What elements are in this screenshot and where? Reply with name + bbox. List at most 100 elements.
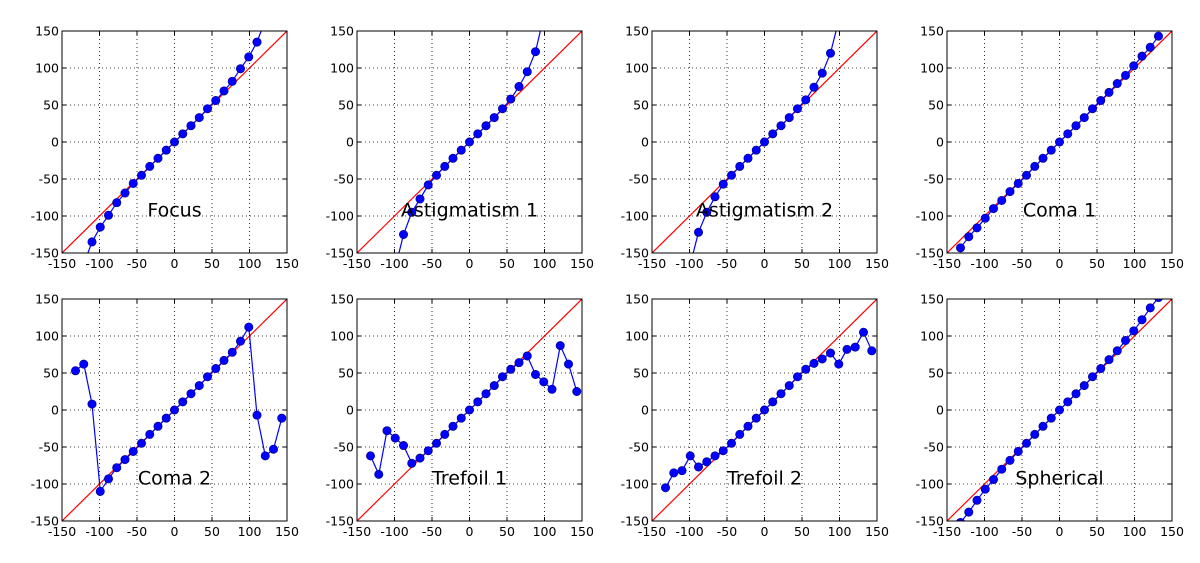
x-tick-label: 50 (794, 256, 810, 271)
data-point (236, 336, 246, 346)
data-point (87, 237, 97, 247)
data-point (1038, 153, 1048, 163)
data-point (112, 198, 122, 208)
x-tick-label: 100 (828, 524, 852, 539)
data-point (702, 457, 712, 467)
y-tick-label: 50 (43, 366, 59, 381)
data-point (1129, 326, 1139, 336)
x-tick-label: 150 (570, 524, 594, 539)
x-tick-label: -50 (717, 256, 737, 271)
data-point (726, 170, 736, 180)
x-tick-label: 50 (204, 524, 220, 539)
y-tick-label: 100 (625, 61, 649, 76)
data-point (277, 413, 287, 423)
data-point (825, 48, 835, 58)
subplot: -150 -100 -50 0 50 100 150 150 100 50 0 -50 -100 -150… (621, 292, 889, 540)
data-point (1088, 104, 1098, 114)
data-point (726, 438, 736, 448)
y-tick-label: 50 (338, 366, 354, 381)
data-point (145, 161, 155, 171)
data-point (415, 194, 425, 204)
data-point (988, 204, 998, 214)
subplot-title: Coma 1 (1023, 199, 1096, 221)
data-point (227, 347, 237, 357)
data-point (153, 421, 163, 431)
y-tick-label: 150 (330, 292, 354, 307)
y-tick-label: 0 (936, 403, 944, 418)
data-point (702, 207, 712, 217)
data-point (768, 397, 778, 407)
data-point (743, 153, 753, 163)
y-tick-label: -50 (334, 172, 354, 187)
data-point (540, 12, 548, 20)
data-point (710, 451, 720, 461)
y-tick-label: -100 (916, 209, 944, 224)
data-point (539, 377, 549, 387)
data-point (980, 484, 990, 494)
y-tick-label: 50 (928, 98, 944, 113)
data-point (751, 145, 761, 155)
data-point (980, 213, 990, 223)
y-tick-label: -150 (326, 514, 354, 529)
data-point (1055, 137, 1065, 147)
data-point (1071, 121, 1081, 131)
data-point (104, 474, 114, 484)
x-tick-label: 100 (238, 256, 262, 271)
y-tick-label: 100 (625, 329, 649, 344)
data-point (1112, 79, 1122, 89)
data-point (972, 495, 982, 505)
x-tick-label: -50 (127, 256, 147, 271)
x-tick-label: 150 (1160, 524, 1184, 539)
y-tick-label: -50 (924, 172, 944, 187)
y-tick-label: -100 (326, 477, 354, 492)
x-tick-label: -100 (380, 256, 408, 271)
data-point (1096, 364, 1106, 374)
x-tick-label: -50 (127, 524, 147, 539)
x-tick-label: -150 (343, 256, 371, 271)
data-point (464, 137, 474, 147)
x-tick-label: -150 (638, 524, 666, 539)
data-point (997, 464, 1007, 474)
x-tick-label: 0 (1056, 256, 1064, 271)
data-point (423, 446, 433, 456)
y-tick-label: 0 (346, 135, 354, 150)
data-point (1079, 113, 1089, 123)
data-point (120, 455, 130, 465)
x-tick-label: 100 (828, 256, 852, 271)
y-tick-label: 150 (920, 292, 944, 307)
data-point (563, 359, 573, 369)
data-point (448, 153, 458, 163)
data-point (489, 381, 499, 391)
data-point (801, 364, 811, 374)
y-tick-label: -150 (31, 246, 59, 261)
data-point (112, 463, 122, 473)
x-tick-label: 150 (1160, 256, 1184, 271)
x-tick-label: 50 (499, 524, 515, 539)
x-tick-label: -50 (717, 524, 737, 539)
data-point (530, 369, 540, 379)
x-tick-label: 0 (761, 256, 769, 271)
data-point (1112, 346, 1122, 356)
x-tick-label: -150 (638, 256, 666, 271)
x-tick-label: -150 (933, 524, 961, 539)
data-point (572, 386, 582, 396)
x-tick-label: -100 (85, 256, 113, 271)
subplot: -150 -100 -50 0 50 100 150 150 100 50 0 -50 -100 -150… (31, 24, 299, 272)
subplot-title: Focus (147, 199, 201, 221)
y-tick-label: 100 (35, 61, 59, 76)
data-point (514, 82, 524, 92)
data-point (473, 397, 483, 407)
data-point (522, 67, 532, 77)
y-tick-label: 0 (51, 135, 59, 150)
data-point (390, 433, 400, 443)
x-tick-label: -150 (343, 524, 371, 539)
data-point (809, 358, 819, 368)
data-point (104, 210, 114, 220)
data-point (555, 341, 565, 351)
x-tick-label: 150 (275, 256, 299, 271)
data-point (374, 469, 384, 479)
data-point (867, 346, 877, 356)
y-tick-label: -100 (916, 477, 944, 492)
data-point (1154, 31, 1164, 41)
x-tick-label: 50 (1089, 256, 1105, 271)
